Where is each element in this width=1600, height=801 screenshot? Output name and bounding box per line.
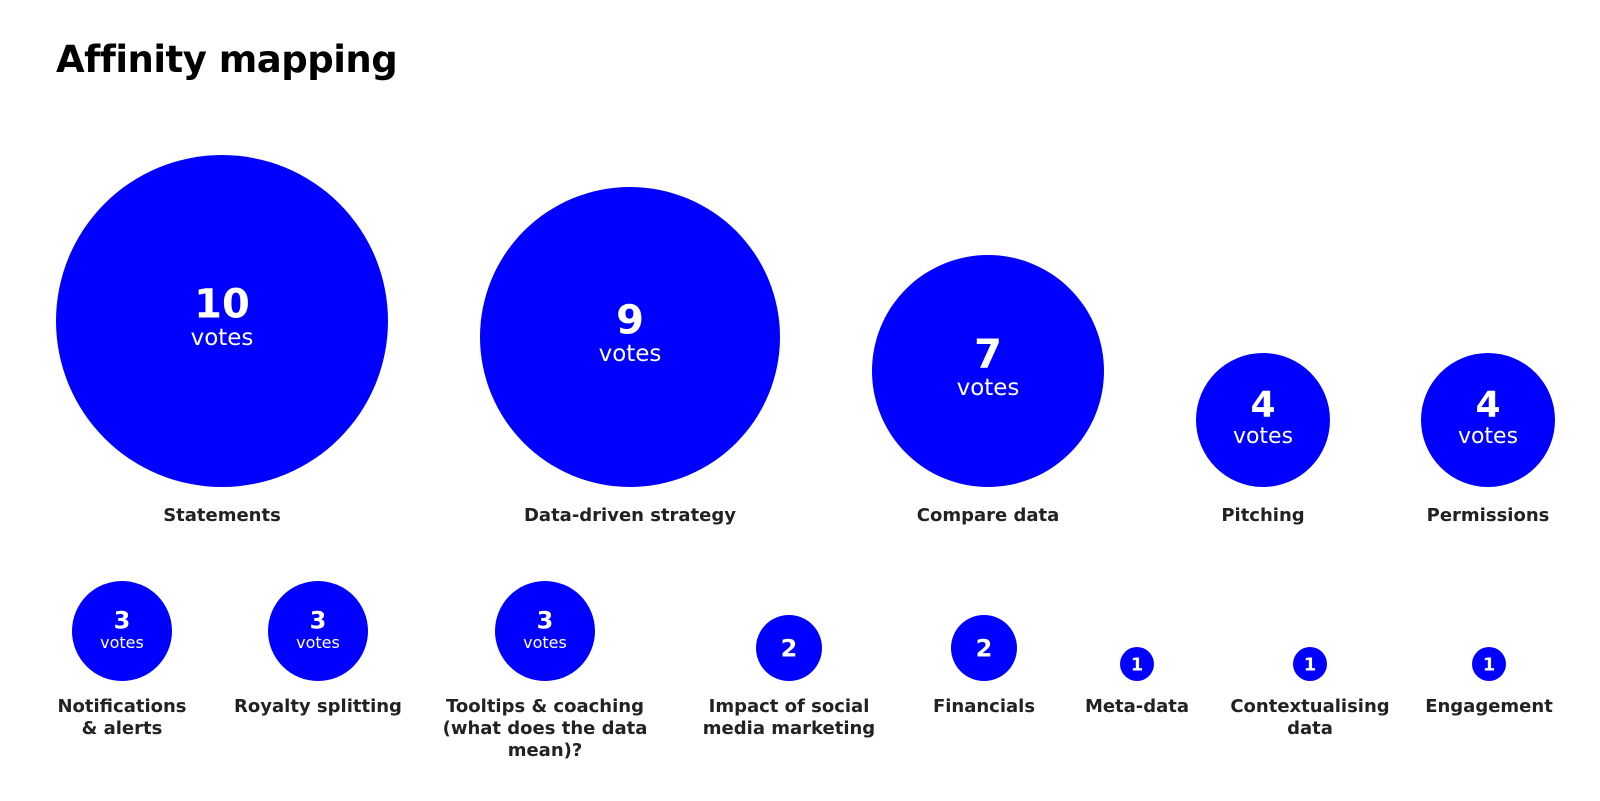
bubble-label: Meta-data <box>1084 696 1190 717</box>
bubble-value: 9 <box>616 298 644 344</box>
bubble-unit: votes <box>100 633 144 652</box>
bubble-label: Permissions <box>1426 505 1550 526</box>
bubble-label: Engagement <box>1425 696 1553 717</box>
bubble-circle <box>1472 647 1506 681</box>
bubble: 1 <box>1120 647 1154 681</box>
bubble: 2 <box>756 615 822 681</box>
bubble-value: 1 <box>1483 654 1496 675</box>
bubble-unit: votes <box>1458 424 1518 449</box>
bubble-unit: votes <box>957 375 1020 401</box>
bubble-circle <box>1120 647 1154 681</box>
bubble-unit: votes <box>296 633 340 652</box>
bubble-value: 3 <box>310 607 327 635</box>
bubble-value: 4 <box>1475 385 1500 426</box>
bubble-circle <box>480 187 780 487</box>
bubble-value: 1 <box>1304 654 1317 675</box>
bubble-label: Statements <box>163 505 281 526</box>
bubble-value: 3 <box>537 607 554 635</box>
page-title: Affinity mapping <box>56 38 398 81</box>
bubble-value: 3 <box>114 607 131 635</box>
bubble-circle <box>268 581 368 681</box>
bubble: 2 <box>951 615 1017 681</box>
bubble-value: 4 <box>1250 385 1275 426</box>
bubble: 1 <box>1472 647 1506 681</box>
bubble-value: 2 <box>781 635 798 663</box>
bubble-value: 10 <box>194 282 250 328</box>
bubble-circle <box>56 155 388 487</box>
bubble-circle <box>872 255 1104 487</box>
bubble: 1 <box>1293 647 1327 681</box>
bubble-label: Pitching <box>1221 505 1305 526</box>
bubble-circle <box>72 581 172 681</box>
bubble-label: Compare data <box>916 505 1060 526</box>
bubble-label: Tooltips & coaching (what does the data … <box>442 696 648 761</box>
bubble-label: Financials <box>932 696 1036 717</box>
bubble-circle <box>951 615 1017 681</box>
bubble-value: 7 <box>974 332 1002 378</box>
bubble-circle <box>1293 647 1327 681</box>
bubble-value: 2 <box>976 635 993 663</box>
bubble-circle <box>1421 353 1555 487</box>
bubble-unit: votes <box>1233 424 1293 449</box>
bubble-value: 1 <box>1131 654 1144 675</box>
bubble-circle <box>495 581 595 681</box>
bubble-unit: votes <box>599 341 662 367</box>
bubble-unit: votes <box>191 325 254 351</box>
bubble-circle <box>756 615 822 681</box>
bubble-unit: votes <box>523 633 567 652</box>
bubble-label: Notifications & alerts <box>57 696 187 739</box>
bubble-label: Data-driven strategy <box>523 505 737 526</box>
bubble-circle <box>1196 353 1330 487</box>
bubble-label: Contextualising data <box>1230 696 1390 739</box>
bubble-label: Royalty splitting <box>234 696 402 717</box>
bubble-label: Impact of social media marketing <box>702 696 876 739</box>
